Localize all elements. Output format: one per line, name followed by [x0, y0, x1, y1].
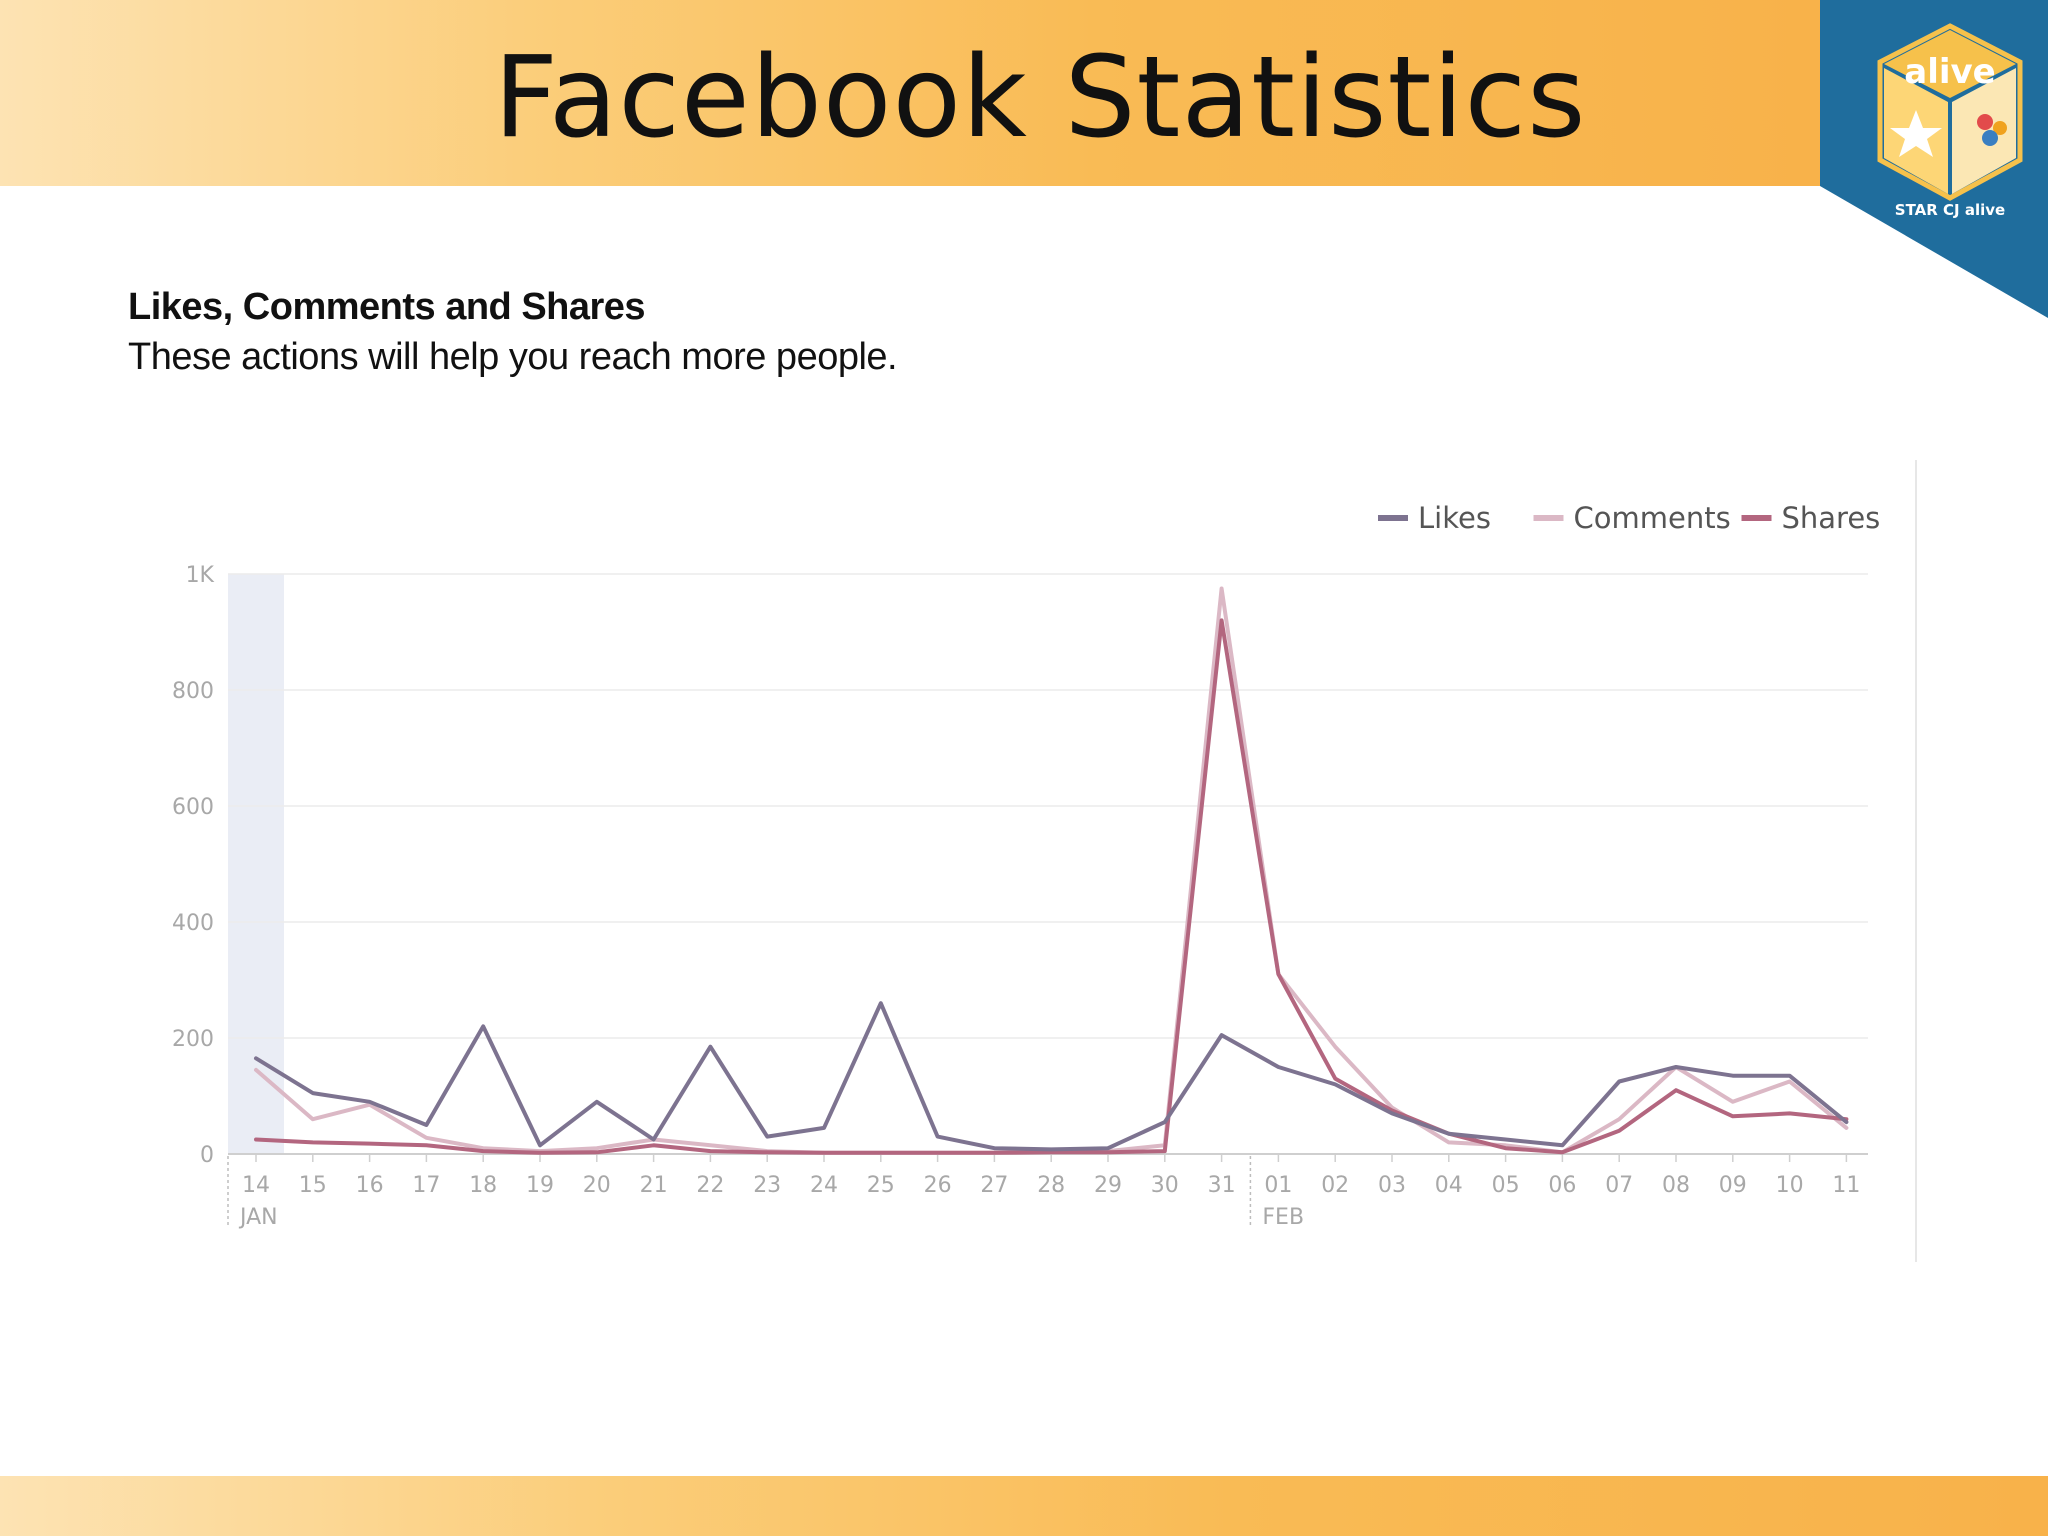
y-tick-label: 400: [172, 911, 214, 936]
x-tick-label: 07: [1605, 1173, 1633, 1198]
chart-divider: [1915, 460, 1917, 1262]
x-tick-label: 31: [1208, 1173, 1236, 1198]
x-tick-label: 20: [583, 1173, 611, 1198]
footer-band: [0, 1476, 2048, 1536]
logo-dot-blue: [1982, 130, 1998, 146]
x-tick-label: 09: [1719, 1173, 1747, 1198]
y-tick-label: 1K: [186, 563, 215, 588]
likes-comments-shares-chart: 0 200 400 600 800 1K 14 15 16 17 18 19 20 21 22 23 24 25 2…: [172, 501, 1881, 1230]
x-tick-label: 28: [1037, 1173, 1065, 1198]
slide-title: Facebook Statistics: [493, 33, 1587, 163]
x-tick-label: 15: [299, 1173, 327, 1198]
x-tick-label: 17: [412, 1173, 440, 1198]
x-tick-label: 11: [1832, 1173, 1860, 1198]
x-tick-label: 21: [640, 1173, 668, 1198]
series-line-comments: [254, 586, 1849, 1155]
y-tick-label: 800: [172, 679, 214, 704]
logo-brand-text: alive: [1904, 52, 1995, 92]
x-tick-label: 08: [1662, 1173, 1690, 1198]
x-tick-label: 06: [1548, 1173, 1576, 1198]
logo-cube-outline: [1877, 23, 2023, 201]
x-tick-label: 05: [1492, 1173, 1520, 1198]
legend-label-comments: Comments: [1574, 501, 1731, 535]
x-tick-label: 27: [980, 1173, 1008, 1198]
x-tick-label: 22: [696, 1173, 724, 1198]
x-tick-label: 02: [1321, 1173, 1349, 1198]
highlight-band: [228, 574, 284, 1154]
x-tick-label: 25: [867, 1173, 895, 1198]
legend-label-shares: Shares: [1782, 501, 1881, 535]
x-tick-label: 19: [526, 1173, 554, 1198]
x-tick-label: 29: [1094, 1173, 1122, 1198]
header-band: [0, 0, 1822, 186]
x-tick-label: 30: [1151, 1173, 1179, 1198]
x-tick-label: 14: [242, 1173, 270, 1198]
section-subheading: These actions will help you reach more p…: [128, 336, 898, 378]
series-line-likes: [254, 1001, 1849, 1152]
logo-cube-right: [1952, 68, 2016, 194]
logo-caption: STAR CJ alive: [1895, 201, 2005, 219]
month-label: FEB: [1262, 1205, 1304, 1230]
x-tick-label: 18: [469, 1173, 497, 1198]
logo-dot-red: [1977, 114, 1993, 130]
logo-dot-yellow: [1993, 121, 2007, 135]
y-tick-label: 200: [172, 1027, 214, 1052]
x-tick-label: 04: [1435, 1173, 1463, 1198]
y-tick-label: 0: [200, 1143, 214, 1168]
legend-label-likes: Likes: [1418, 501, 1491, 535]
x-tick-label: 10: [1776, 1173, 1804, 1198]
x-tick-label: 23: [753, 1173, 781, 1198]
x-tick-label: 26: [924, 1173, 952, 1198]
x-tick-label: 16: [356, 1173, 384, 1198]
star-icon: [1890, 110, 1942, 157]
star-cj-alive-logo: alive STAR CJ alive: [1820, 0, 2048, 320]
x-tick-label: 01: [1264, 1173, 1292, 1198]
series-line-shares: [254, 618, 1849, 1155]
y-tick-label: 600: [172, 795, 214, 820]
month-label: JAN: [238, 1205, 278, 1230]
logo-cube-top: [1884, 30, 2016, 98]
section-heading: Likes, Comments and Shares: [128, 286, 646, 328]
x-tick-label: 03: [1378, 1173, 1406, 1198]
x-tick-label: 24: [810, 1173, 838, 1198]
